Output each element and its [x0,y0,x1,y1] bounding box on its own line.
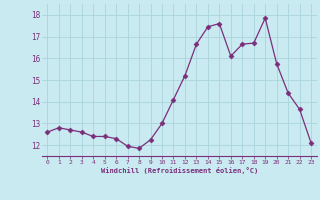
X-axis label: Windchill (Refroidissement éolien,°C): Windchill (Refroidissement éolien,°C) [100,167,258,174]
